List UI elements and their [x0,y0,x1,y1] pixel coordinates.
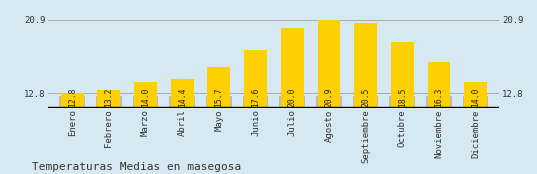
Text: 17.6: 17.6 [251,88,260,107]
Bar [207,67,230,108]
Text: Temperaturas Medias en masegosa: Temperaturas Medias en masegosa [32,162,242,172]
Bar [61,93,84,108]
Bar [206,96,231,108]
Text: 12.8: 12.8 [68,88,77,107]
Text: 14.0: 14.0 [141,88,150,107]
Text: 14.0: 14.0 [471,88,480,107]
Text: 18.5: 18.5 [398,88,407,107]
Bar [391,42,413,108]
Text: 20.5: 20.5 [361,88,370,107]
Text: 15.7: 15.7 [214,88,223,107]
Bar [389,96,415,108]
Text: 16.3: 16.3 [434,88,444,107]
Bar [171,79,193,108]
Bar [317,20,340,108]
Text: 20.9: 20.9 [324,88,333,107]
Bar [279,96,305,108]
Bar [96,96,122,108]
Bar [463,96,489,108]
Bar [59,96,85,108]
Bar [133,96,158,108]
Bar [244,50,267,108]
Text: 20.0: 20.0 [288,88,297,107]
Bar [316,96,342,108]
Bar [281,28,303,108]
Bar [464,82,487,108]
Bar [169,96,195,108]
Bar [426,96,452,108]
Text: 13.2: 13.2 [104,88,113,107]
Text: 14.4: 14.4 [178,88,187,107]
Bar [134,82,157,108]
Bar [353,96,379,108]
Bar [354,23,377,108]
Bar [243,96,268,108]
Bar [427,62,450,108]
Bar [98,90,120,108]
